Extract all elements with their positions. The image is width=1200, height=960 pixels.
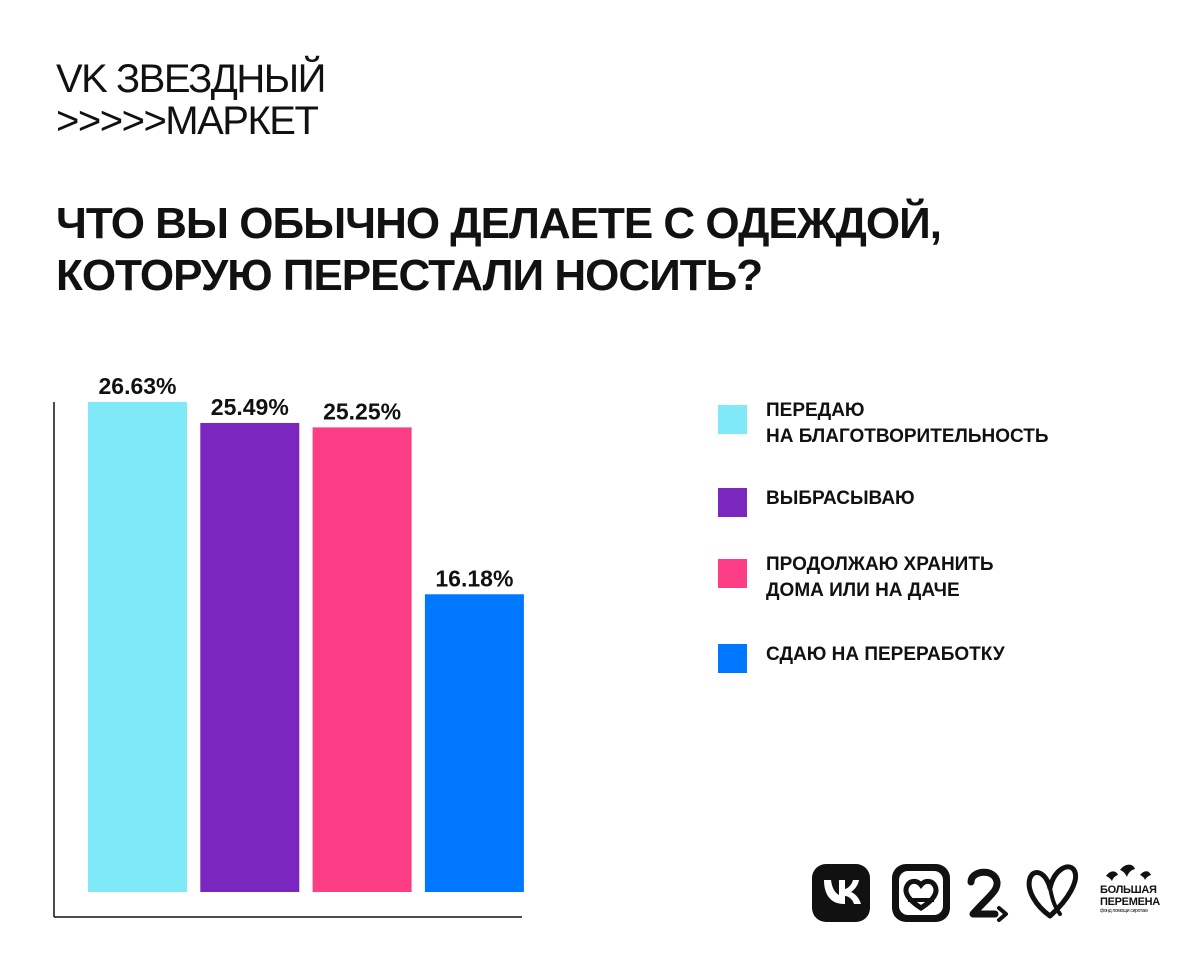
legend-swatch-charity xyxy=(718,405,747,434)
bar-value-label-throw-away: 25.49% xyxy=(211,394,289,420)
legend-item-keep-home: ПРОДОЛЖАЮ ХРАНИТЬ ДОМА ИЛИ НА ДАЧЕ xyxy=(718,552,1126,604)
bar-recycle xyxy=(424,594,524,892)
brand-line-1: VK ЗВЕЗДНЫЙ xyxy=(56,57,326,101)
bar-throw-away xyxy=(200,422,300,892)
bolshaya-peremena-logo-text: БОЛЬШАЯ ПЕРЕМЕНА фонд помощи сиротам xyxy=(1100,884,1160,915)
partner-logos xyxy=(812,864,1151,922)
legend-label-recycle-line-1: СДАЮ НА ПЕРЕРАБОТКУ xyxy=(766,644,1005,665)
legend-label-keep-home-line-1: ПРОДОЛЖАЮ ХРАНИТЬ xyxy=(766,554,994,575)
bar-keep-home xyxy=(312,427,412,892)
bars-group: 26.63% 25.49% 25.25% 16.18% xyxy=(88,373,524,892)
bolshaya-peremena-line-2: ПЕРЕМЕНА xyxy=(1100,896,1160,908)
chart-title: ЧТО ВЫ ОБЫЧНО ДЕЛАЕТЕ С ОДЕЖДОЙ, КОТОРУЮ… xyxy=(56,198,1056,302)
legend-label-throw-away-line-1: ВЫБРАСЫВАЮ xyxy=(766,488,915,509)
legend-label-recycle: СДАЮ НА ПЕРЕРАБОТКУ xyxy=(766,642,1126,668)
legend-label-keep-home: ПРОДОЛЖАЮ ХРАНИТЬ ДОМА ИЛИ НА ДАЧЕ xyxy=(766,552,1126,604)
legend-swatch-throw-away xyxy=(718,488,747,517)
brand-wordmark: VK ЗВЕЗДНЫЙ >>>>>МАРКЕТ xyxy=(56,57,326,143)
legend-item-charity: ПЕРЕДАЮ НА БЛАГОТВОРИТЕЛЬНОСТЬ xyxy=(718,398,1126,450)
brand-line-2: >>>>>МАРКЕТ xyxy=(56,99,319,143)
chart-title-line-2: КОТОРУЮ ПЕРЕСТАЛИ НОСИТЬ? xyxy=(56,251,763,300)
bolshaya-peremena-line-1: БОЛЬШАЯ xyxy=(1100,884,1157,896)
bar-charity xyxy=(88,402,187,892)
vk-logo-icon xyxy=(812,864,870,922)
legend-swatch-recycle xyxy=(718,644,747,673)
bolshaya-peremena-subtitle: фонд помощи сиротам xyxy=(1100,908,1148,914)
legend-label-charity-line-2: НА БЛАГОТВОРИТЕЛЬНОСТЬ xyxy=(766,426,1049,447)
legend-label-keep-home-line-2: ДОМА ИЛИ НА ДАЧЕ xyxy=(766,580,960,601)
birds-logo-icon xyxy=(1106,864,1151,881)
legend-label-charity: ПЕРЕДАЮ НА БЛАГОТВОРИТЕЛЬНОСТЬ xyxy=(766,398,1126,450)
vk-dobro-heart-logo-icon xyxy=(892,864,950,922)
butterfly-heart-logo-icon xyxy=(1026,864,1078,919)
bar-chart: 26.63% 25.49% 25.25% 16.18% xyxy=(53,373,524,918)
legend-label-throw-away: ВЫБРАСЫВАЮ xyxy=(766,486,1126,512)
bar-value-label-charity: 26.63% xyxy=(98,373,176,399)
legend-label-charity-line-1: ПЕРЕДАЮ xyxy=(766,400,865,421)
chart-title-line-1: ЧТО ВЫ ОБЫЧНО ДЕЛАЕТЕ С ОДЕЖДОЙ, xyxy=(56,199,942,248)
legend-item-recycle: СДАЮ НА ПЕРЕРАБОТКУ xyxy=(718,642,1126,673)
bar-value-label-recycle: 16.18% xyxy=(435,565,513,591)
legend-swatch-keep-home xyxy=(718,559,747,588)
number-two-arrow-logo-icon xyxy=(967,868,1008,922)
legend-item-throw-away: ВЫБРАСЫВАЮ xyxy=(718,486,1126,517)
bar-value-label-keep-home: 25.25% xyxy=(323,398,401,424)
